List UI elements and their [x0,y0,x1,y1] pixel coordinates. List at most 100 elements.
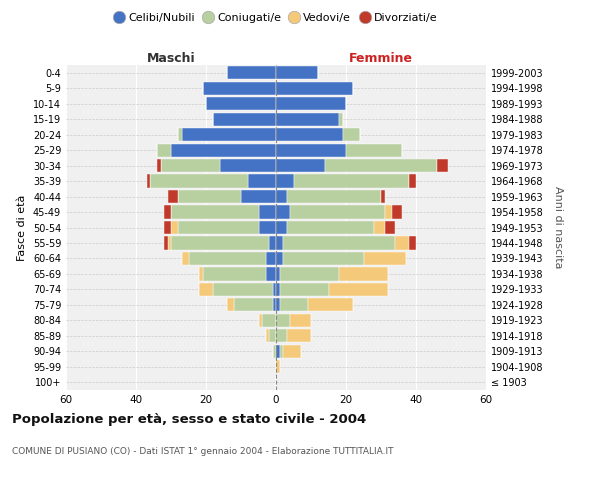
Bar [265,268,276,280]
Bar [381,190,385,203]
Bar [276,97,346,110]
Y-axis label: Fasce di età: Fasce di età [17,194,27,260]
Bar [339,268,388,280]
Bar [199,268,203,280]
Bar [343,128,360,141]
Bar [276,82,353,95]
Bar [276,236,283,250]
Y-axis label: Anni di nascita: Anni di nascita [553,186,563,269]
Bar [280,283,329,296]
Bar [171,236,269,250]
Bar [199,283,213,296]
Bar [276,344,280,358]
Bar [276,66,318,80]
Bar [392,206,402,218]
Bar [234,298,272,312]
Text: COMUNE DI PUSIANO (CO) - Dati ISTAT 1° gennaio 2004 - Elaborazione TUTTITALIA.IT: COMUNE DI PUSIANO (CO) - Dati ISTAT 1° g… [12,448,394,456]
Bar [409,236,416,250]
Text: Femmine: Femmine [349,52,413,65]
Bar [276,128,343,141]
Bar [395,236,409,250]
Bar [213,112,276,126]
Bar [178,221,259,234]
Bar [283,236,395,250]
Bar [276,206,290,218]
Bar [329,283,388,296]
Bar [269,236,276,250]
Bar [276,268,280,280]
Bar [280,268,339,280]
Bar [146,174,150,188]
Bar [171,206,259,218]
Bar [276,144,346,156]
Bar [364,252,406,265]
Bar [339,112,343,126]
Text: Maschi: Maschi [146,52,196,65]
Bar [287,221,374,234]
Bar [280,298,308,312]
Bar [385,206,392,218]
Bar [308,298,353,312]
Bar [276,112,339,126]
Bar [203,268,265,280]
Bar [283,344,301,358]
Bar [437,159,448,172]
Bar [290,206,385,218]
Bar [167,236,171,250]
Bar [265,252,276,265]
Bar [241,190,276,203]
Bar [182,128,276,141]
Legend: Celibi/Nubili, Coniugati/e, Vedovi/e, Divorziati/e: Celibi/Nubili, Coniugati/e, Vedovi/e, Di… [110,8,442,28]
Bar [287,190,381,203]
Bar [150,174,248,188]
Bar [265,330,269,342]
Bar [213,283,272,296]
Bar [276,221,287,234]
Bar [178,128,182,141]
Bar [220,159,276,172]
Bar [259,206,276,218]
Bar [164,221,171,234]
Bar [248,174,276,188]
Bar [276,330,287,342]
Bar [409,174,416,188]
Bar [227,298,234,312]
Bar [171,144,276,156]
Bar [283,252,364,265]
Bar [346,144,402,156]
Bar [164,236,167,250]
Bar [272,344,276,358]
Bar [178,190,241,203]
Bar [280,344,283,358]
Bar [269,330,276,342]
Bar [259,221,276,234]
Bar [325,159,437,172]
Bar [293,174,409,188]
Bar [188,252,265,265]
Bar [206,97,276,110]
Bar [272,298,276,312]
Bar [157,159,161,172]
Bar [203,82,276,95]
Bar [374,221,385,234]
Bar [171,221,178,234]
Bar [290,314,311,327]
Bar [182,252,188,265]
Text: Popolazione per età, sesso e stato civile - 2004: Popolazione per età, sesso e stato civil… [12,412,366,426]
Bar [157,144,171,156]
Bar [227,66,276,80]
Bar [259,314,262,327]
Bar [276,283,280,296]
Bar [276,174,293,188]
Bar [276,298,280,312]
Bar [385,221,395,234]
Bar [262,314,276,327]
Bar [161,159,220,172]
Bar [276,314,290,327]
Bar [276,252,283,265]
Bar [167,190,178,203]
Bar [287,330,311,342]
Bar [272,283,276,296]
Bar [276,190,287,203]
Bar [164,206,171,218]
